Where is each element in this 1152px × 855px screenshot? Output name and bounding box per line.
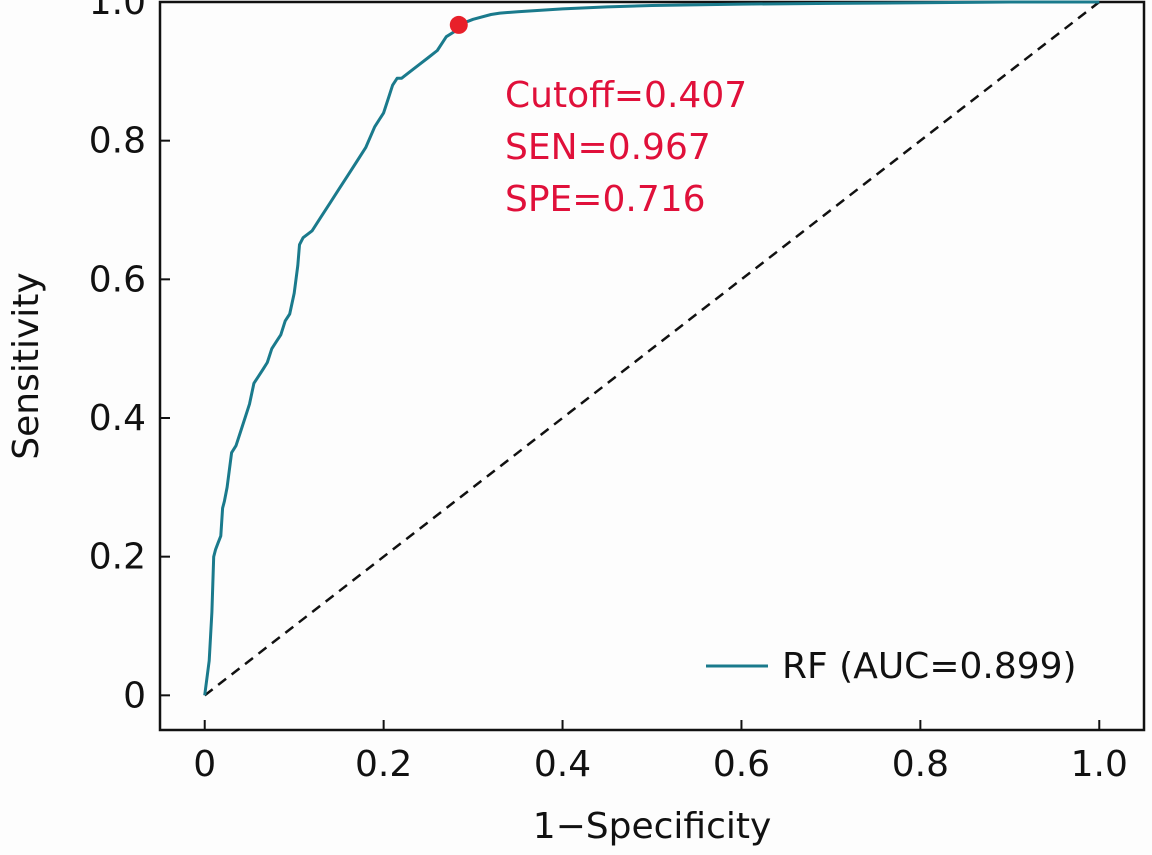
x-tick-label: 0.8	[892, 744, 949, 785]
plot-frame	[158, 0, 1146, 732]
reference-diagonal-line	[203, 1, 1101, 697]
roc-curve-line	[203, 0, 1100, 696]
x-axis-title: 1−Specificity	[533, 806, 772, 847]
y-axis-title: Sensitivity	[6, 272, 47, 459]
y-tick-label: 0	[123, 675, 146, 716]
cutoff-annotation-line: Cutoff=0.407	[505, 75, 747, 116]
y-tick-label: 0.6	[89, 259, 146, 300]
x-axis-ticks: 0 0.2 0.4 0.6 0.8 1.0	[193, 720, 1128, 785]
y-tick-label: 0.8	[89, 121, 146, 162]
y-tick-label: 1.0	[89, 0, 146, 23]
x-tick-label: 1.0	[1071, 744, 1128, 785]
x-tick-label: 0.2	[355, 744, 412, 785]
x-tick-label: 0.4	[534, 744, 591, 785]
y-axis-ticks: 0 0.2 0.4 0.6 0.8 1.0	[89, 0, 170, 716]
y-tick-label: 0.2	[89, 537, 146, 578]
cutoff-annotation-line: SPE=0.716	[505, 179, 706, 220]
annotation-layer: Cutoff=0.407 SEN=0.967 SPE=0.716	[449, 15, 747, 220]
x-tick-label: 0.6	[713, 744, 770, 785]
series-layer	[203, 0, 1101, 697]
legend-label: RF (AUC=0.899)	[782, 646, 1077, 687]
cutoff-point-marker	[449, 15, 468, 34]
cutoff-annotation-line: SEN=0.967	[505, 127, 711, 168]
y-tick-label: 0.4	[89, 398, 146, 439]
legend: RF (AUC=0.899)	[706, 646, 1077, 687]
x-tick-label: 0	[193, 744, 216, 785]
